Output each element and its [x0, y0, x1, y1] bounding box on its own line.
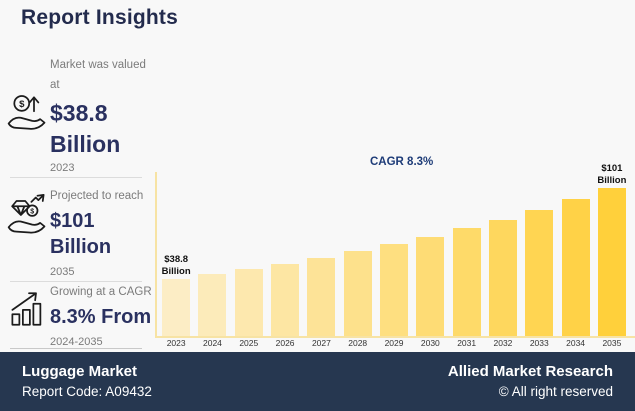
- stat-value: $101 Billion: [50, 210, 112, 259]
- divider: [10, 281, 142, 282]
- svg-text:$: $: [19, 99, 25, 110]
- bar-column: 2029: [376, 170, 412, 350]
- x-tick-label: 2034: [566, 338, 586, 348]
- x-tick-label: 2023: [166, 338, 186, 348]
- x-tick-label: 2027: [311, 338, 331, 348]
- bar-2032: [488, 220, 517, 336]
- x-axis-line: [155, 336, 635, 338]
- stat-value: $38.8 Billion: [50, 100, 121, 157]
- page-title: Report Insights: [21, 6, 179, 29]
- x-tick-label: 2026: [275, 338, 295, 348]
- bar-2025: [234, 269, 263, 336]
- bar-column: $38.8 Billion 2023: [158, 170, 194, 350]
- x-tick-label: 2033: [529, 338, 549, 348]
- footer-report-code: Report Code: A09432: [22, 383, 152, 399]
- bar-column: 2025: [231, 170, 267, 350]
- x-tick-label: 2035: [602, 338, 622, 348]
- bar-column: 2030: [412, 170, 448, 350]
- stat-projection: $ Projected to reach $101 Billion 2035: [6, 186, 154, 278]
- bar-growth-icon: [8, 288, 50, 330]
- bar-column: 2034: [557, 170, 593, 350]
- bar-column: 2032: [485, 170, 521, 350]
- bar-2026: [271, 264, 300, 336]
- bar-2029: [380, 244, 409, 336]
- bar-column: 2033: [521, 170, 557, 350]
- stat-period: 2023: [50, 161, 75, 174]
- x-tick-label: 2025: [239, 338, 259, 348]
- x-tick-label: 2024: [203, 338, 222, 348]
- x-tick-label: 2032: [493, 338, 513, 348]
- cagr-chart-label: CAGR 8.3%: [370, 156, 434, 168]
- stat-label: Projected to reach: [50, 190, 144, 202]
- footer-company-name: Allied Market Research: [447, 363, 613, 380]
- bar-column: 2026: [267, 170, 303, 350]
- stat-cagr: Growing at a CAGR 8.3% From 2024-2035: [6, 282, 154, 348]
- bar-column: 2031: [449, 170, 485, 350]
- x-tick-label: 2031: [457, 338, 477, 348]
- x-tick-label: 2029: [384, 338, 404, 348]
- stat-market-value: $ Market was valued at $38.8 Billion 202…: [6, 55, 154, 174]
- bar-2028: [343, 251, 372, 336]
- svg-text:$: $: [30, 209, 34, 216]
- divider: [10, 177, 142, 178]
- x-tick-label: 2030: [420, 338, 440, 348]
- footer-rights: © All right reserved: [498, 383, 613, 399]
- bar-2024: [198, 274, 227, 336]
- stat-label: Growing at a CAGR: [50, 286, 152, 298]
- bar-chart: $38.8 Billion 2023 2024 2025 2026 2027 2028 202…: [158, 163, 630, 350]
- bar-2027: [307, 258, 336, 336]
- money-growth-icon: $: [6, 92, 48, 134]
- bar-2031: [452, 228, 481, 336]
- footer-market-name: Luggage Market: [22, 363, 138, 380]
- bar-2023: [162, 279, 191, 336]
- y-axis-line: [155, 172, 157, 337]
- stat-value: 8.3% From: [50, 306, 152, 329]
- bar-column: 2024: [194, 170, 230, 350]
- bar-column: 2028: [340, 170, 376, 350]
- bar-value-label: $101 Billion: [597, 163, 627, 186]
- footer-bar: Luggage Market Report Code: A09432 Allie…: [0, 352, 635, 411]
- bar-2033: [525, 210, 554, 336]
- bar-2035: [597, 188, 626, 336]
- bar-value-label: $38.8 Billion: [161, 254, 191, 277]
- bar-2030: [416, 237, 445, 336]
- bar-column: $101 Billion 2035: [594, 163, 630, 350]
- bar-column: 2027: [303, 170, 339, 350]
- divider: [10, 348, 142, 349]
- x-tick-label: 2028: [348, 338, 368, 348]
- hand-diamond-icon: $: [6, 194, 48, 236]
- stat-period: 2035: [50, 266, 75, 279]
- stat-label: Market was valued at: [50, 59, 146, 92]
- bar-2034: [561, 199, 590, 336]
- stat-period: 2024-2035: [50, 336, 103, 349]
